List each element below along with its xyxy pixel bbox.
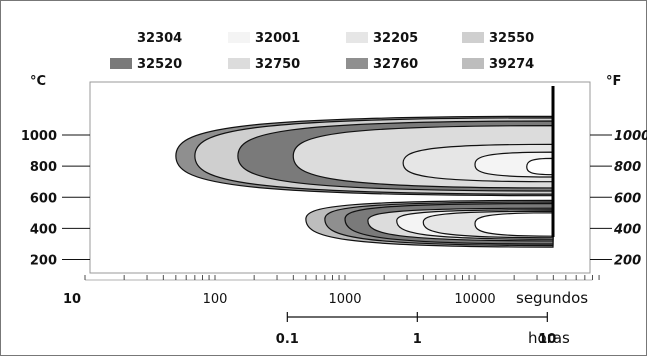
y-right-tick-label: 1000 [614,129,647,144]
y-right-tick-label: 800 [614,160,641,175]
x-seconds-tick-label: 1000 [328,292,361,307]
region-lower-32304 [474,212,554,237]
x-hours-label: horas [528,329,570,347]
legend-label-32205: 32205 [373,31,418,46]
legend-label-32001: 32001 [255,31,300,46]
y-axis-right: 1000 800 600 400 200 [590,129,647,269]
x-hours-tick-label: 10 [538,332,556,347]
x-axis-seconds: 10 100 1000 10000 [63,275,600,307]
y-right-tick-label: 600 [614,191,641,206]
y-left-tick-label: 800 [30,160,57,175]
y-right-tick-label: 400 [613,222,641,237]
legend-label-32520: 32520 [137,57,182,72]
y-left-tick-label: 200 [30,254,57,269]
y-axis-left: 1000 800 600 400 200 [21,129,90,269]
y-right-unit: °F [606,74,621,89]
legend: 32304 32001 32205 32550 32520 32750 32760 39274 [110,31,534,72]
x-hours-tick-label: 1 [413,332,422,347]
legend-swatch-39274 [462,58,484,69]
legend-swatch-32205 [346,32,368,43]
regions [175,115,554,248]
legend-swatch-32550 [462,32,484,43]
legend-label-32550: 32550 [489,31,534,46]
y-left-tick-label: 400 [30,222,57,237]
x-hours-tick-label: 0.1 [276,332,299,347]
x-seconds-label: segundos [516,289,588,307]
y-right-tick-label: 200 [614,254,641,269]
x-seconds-tick-label: 100 [203,292,228,307]
legend-label-32304: 32304 [137,31,182,46]
y-left-tick-label: 1000 [21,129,57,144]
legend-label-32760: 32760 [373,57,418,72]
x-axis-hours: 0.1 1 10 [276,312,556,347]
legend-swatch-32760 [346,58,368,69]
legend-label-32750: 32750 [255,57,300,72]
x-seconds-tick-label: 10 [63,292,81,307]
legend-swatch-32001 [228,32,250,43]
y-left-unit: °C [30,74,46,89]
legend-label-39274: 39274 [489,57,534,72]
region-upper-32304 [526,157,554,176]
x-seconds-tick-label: 10000 [454,292,495,307]
y-left-tick-label: 600 [30,191,57,206]
legend-swatch-32304 [110,32,132,43]
legend-swatch-32750 [228,58,250,69]
legend-swatch-32520 [110,58,132,69]
